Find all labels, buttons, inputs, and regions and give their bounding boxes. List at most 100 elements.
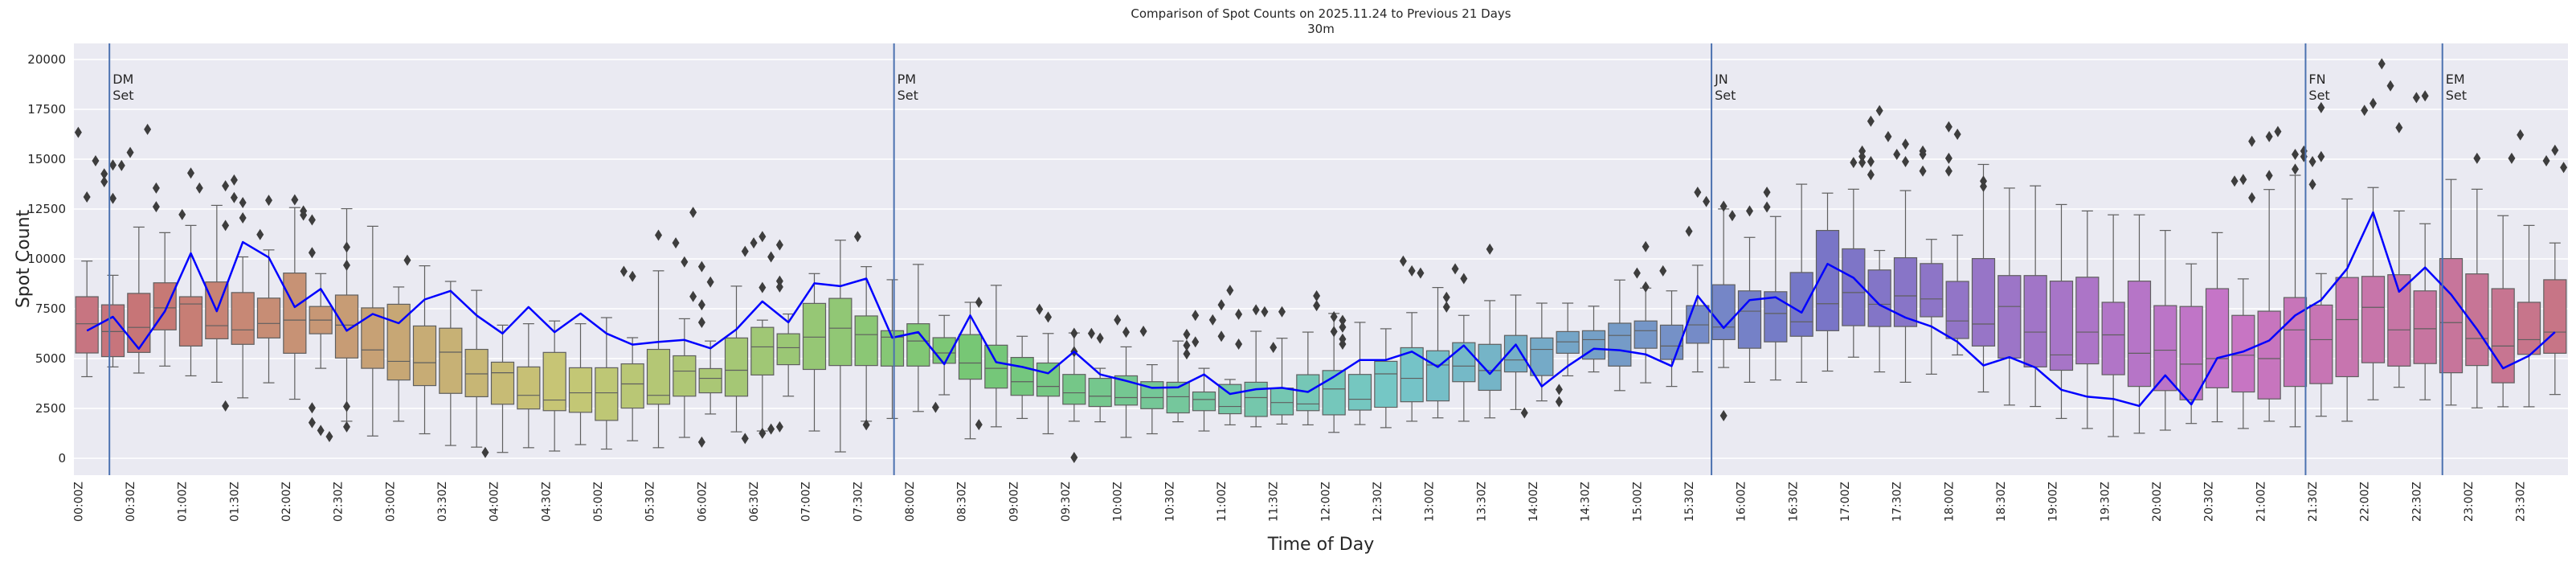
outlier-point bbox=[706, 276, 714, 288]
outlier-point bbox=[1217, 299, 1225, 311]
box-iqr bbox=[776, 333, 800, 366]
y-axis-label: Spot Count bbox=[14, 209, 34, 308]
outlier-point bbox=[1183, 348, 1191, 360]
outlier-point bbox=[1183, 339, 1191, 351]
outlier-point bbox=[741, 245, 749, 257]
outlier-point bbox=[2370, 97, 2377, 109]
outlier-point bbox=[619, 265, 628, 277]
box-iqr bbox=[906, 323, 930, 367]
outlier-point bbox=[1045, 311, 1052, 323]
box-iqr bbox=[1711, 284, 1736, 341]
outlier-point bbox=[1183, 328, 1191, 340]
outlier-point bbox=[343, 259, 350, 271]
box-iqr bbox=[2179, 306, 2203, 400]
box-iqr bbox=[2257, 310, 2281, 400]
box-iqr bbox=[127, 293, 151, 353]
box-iqr bbox=[2283, 297, 2308, 388]
box-iqr bbox=[1893, 256, 1918, 327]
x-tick-label: 16:00Z bbox=[1736, 482, 1748, 522]
outlier-point bbox=[1919, 149, 1927, 161]
outlier-point bbox=[109, 192, 117, 204]
outlier-point bbox=[1763, 201, 1771, 213]
box-iqr bbox=[1425, 350, 1450, 402]
outlier-point bbox=[1192, 336, 1200, 348]
outlier-point bbox=[741, 433, 749, 445]
outlier-point bbox=[853, 231, 861, 243]
outlier-point bbox=[308, 402, 316, 414]
outlier-point bbox=[308, 214, 316, 226]
outlier-point bbox=[1902, 138, 1909, 150]
box-iqr bbox=[2439, 258, 2464, 374]
y-tick-label: 20000 bbox=[27, 52, 66, 67]
outlier-point bbox=[1486, 243, 1494, 255]
box-iqr bbox=[2075, 277, 2100, 365]
x-tick-label: 13:30Z bbox=[1475, 482, 1488, 522]
box-iqr bbox=[517, 366, 541, 410]
outlier-point bbox=[152, 201, 160, 213]
outlier-point bbox=[931, 401, 939, 413]
outlier-point bbox=[1252, 304, 1260, 316]
outlier-point bbox=[689, 207, 697, 219]
box-iqr bbox=[1010, 356, 1034, 396]
x-tick-label: 00:00Z bbox=[72, 482, 85, 522]
box-iqr bbox=[620, 363, 644, 409]
outlier-point bbox=[1235, 308, 1243, 320]
x-tick-label: 06:30Z bbox=[748, 482, 761, 522]
box-iqr bbox=[490, 361, 515, 405]
y-tick-label: 0 bbox=[58, 451, 66, 466]
box-iqr bbox=[1270, 388, 1294, 416]
outlier-point bbox=[1217, 330, 1225, 343]
outlier-point bbox=[291, 194, 299, 206]
outlier-point bbox=[697, 436, 705, 448]
box-iqr bbox=[1842, 248, 1866, 326]
outlier-point bbox=[1867, 156, 1875, 168]
outlier-point bbox=[152, 182, 160, 194]
x-tick-label: 00:30Z bbox=[125, 482, 137, 522]
outlier-point bbox=[1858, 157, 1867, 169]
outlier-point bbox=[655, 229, 662, 241]
outlier-point bbox=[2292, 163, 2299, 175]
outlier-point bbox=[1763, 187, 1771, 199]
y-tick-label: 15000 bbox=[27, 152, 66, 166]
x-tick-label: 15:30Z bbox=[1683, 482, 1696, 522]
outlier-point bbox=[1408, 265, 1416, 277]
x-tick-label: 07:00Z bbox=[800, 482, 813, 522]
box-iqr bbox=[1556, 330, 1580, 354]
outlier-point bbox=[1122, 326, 1130, 338]
x-tick-label: 11:30Z bbox=[1268, 482, 1281, 522]
x-tick-label: 17:30Z bbox=[1891, 482, 1904, 522]
outlier-point bbox=[230, 174, 238, 186]
box-iqr bbox=[464, 348, 489, 398]
y-tick-label: 7500 bbox=[35, 302, 66, 316]
x-tick-label: 17:00Z bbox=[1839, 482, 1852, 522]
x-tick-label: 02:30Z bbox=[333, 482, 346, 522]
outlier-point bbox=[2421, 90, 2429, 102]
x-tick-label: 15:00Z bbox=[1631, 482, 1644, 522]
box-iqr bbox=[153, 282, 177, 330]
outlier-point bbox=[2274, 125, 2282, 137]
outlier-point bbox=[2239, 174, 2247, 186]
outlier-point bbox=[775, 281, 783, 293]
outlier-point bbox=[1953, 129, 1961, 141]
outlier-point bbox=[1893, 149, 1901, 161]
plot-area: 0 2500 5000 7500 10000 12500 15000 17500 20000 00… bbox=[27, 43, 2568, 522]
box-iqr bbox=[1530, 337, 1554, 376]
x-tick-label: 07:30Z bbox=[852, 482, 865, 522]
outlier-point bbox=[2248, 135, 2256, 147]
box-iqr bbox=[1971, 258, 1996, 347]
outlier-point bbox=[1235, 338, 1243, 350]
outlier-point bbox=[672, 237, 680, 249]
marker-label: DM bbox=[112, 72, 133, 87]
box-iqr bbox=[2361, 276, 2386, 363]
outlier-point bbox=[1226, 285, 1234, 297]
x-tick-label: 12:30Z bbox=[1372, 482, 1384, 522]
outlier-point bbox=[1313, 300, 1321, 312]
outlier-point bbox=[2517, 129, 2525, 141]
outlier-point bbox=[1703, 195, 1711, 207]
outlier-point bbox=[1694, 187, 1702, 199]
outlier-point bbox=[1659, 265, 1667, 277]
outlier-point bbox=[1719, 200, 1728, 212]
box-iqr bbox=[698, 367, 722, 394]
outlier-point bbox=[187, 167, 194, 179]
